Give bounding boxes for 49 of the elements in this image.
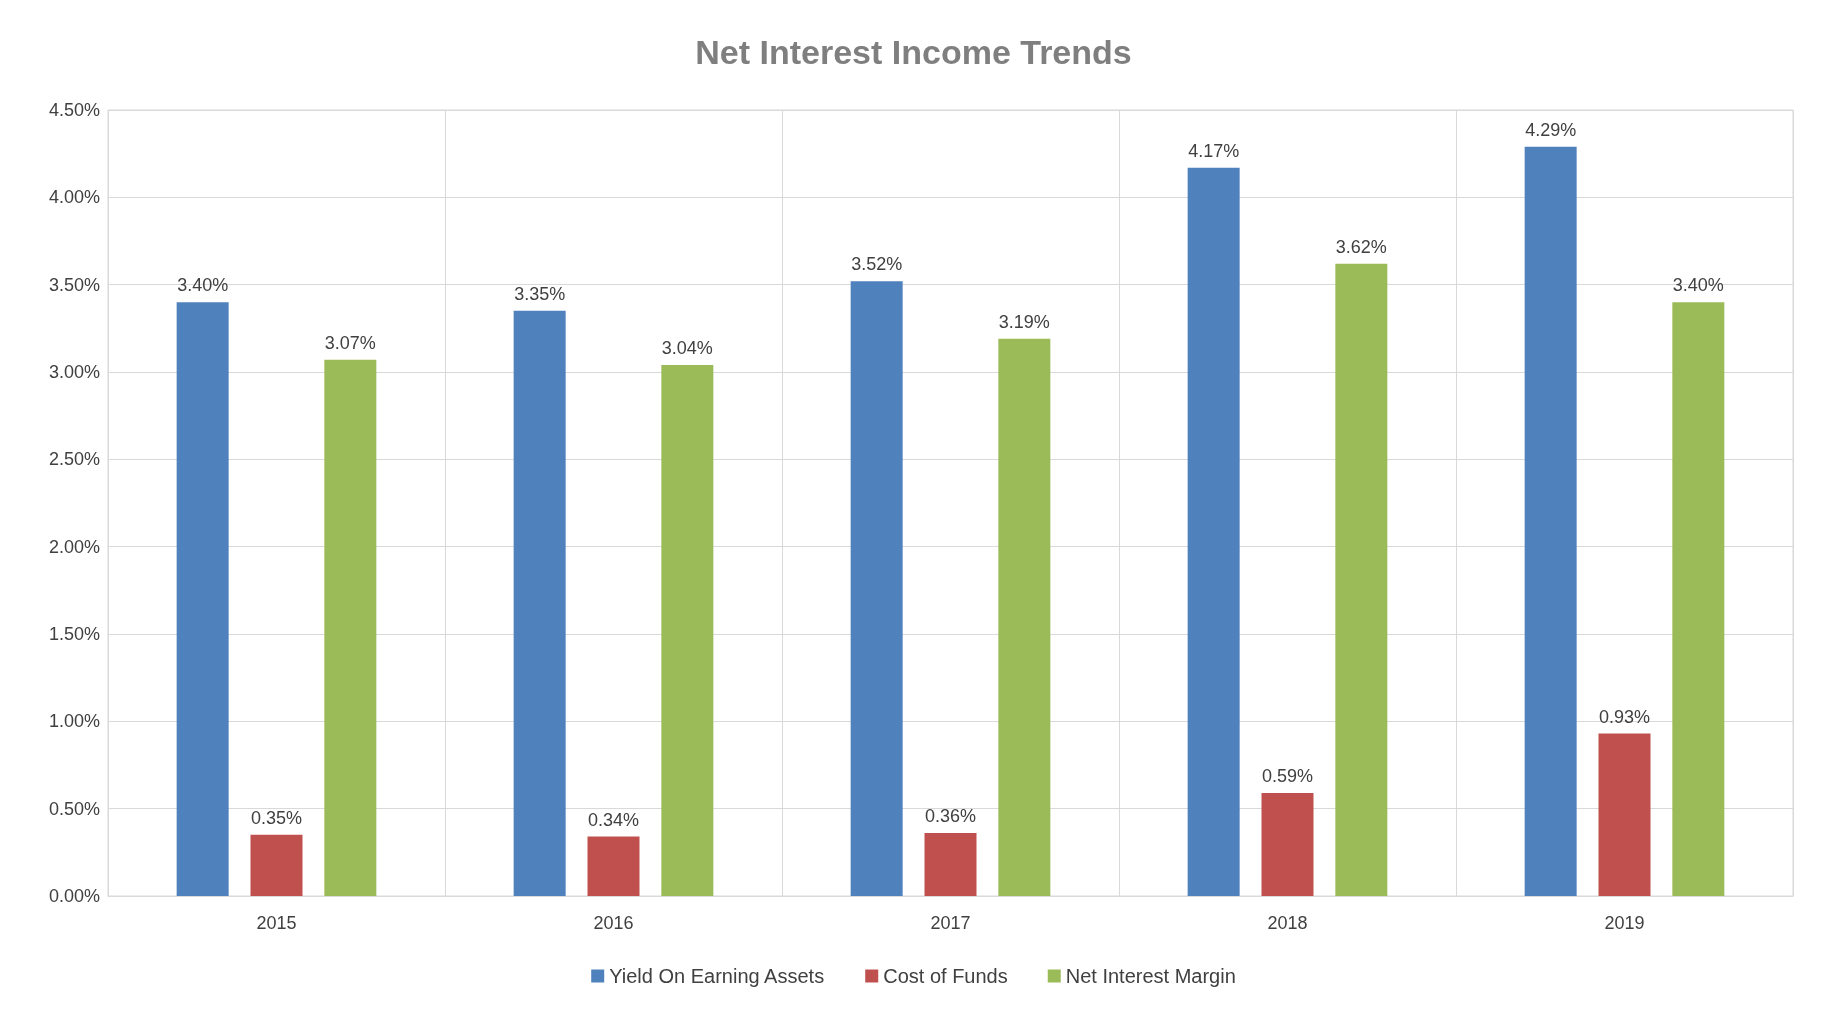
legend-label: Yield On Earning Assets <box>609 965 825 987</box>
x-tick-label: 2016 <box>593 913 634 933</box>
y-tick-label: 4.50% <box>48 100 100 120</box>
bar <box>1335 263 1388 896</box>
bar <box>850 281 903 896</box>
x-tick-label: 2018 <box>1267 913 1308 933</box>
bar <box>661 365 714 896</box>
data-label: 3.40% <box>177 275 229 296</box>
bar <box>176 302 229 896</box>
data-label: 3.04% <box>661 338 713 359</box>
x-tick-label: 2015 <box>256 913 297 933</box>
data-label: 0.59% <box>1261 765 1314 786</box>
data-label: 0.34% <box>587 809 640 830</box>
y-tick-label: 2.50% <box>48 449 100 470</box>
data-label: 3.35% <box>514 283 566 304</box>
y-tick-label: 1.00% <box>48 711 100 732</box>
data-label: 3.52% <box>851 254 903 275</box>
bar <box>998 338 1051 896</box>
x-tick-label: 2017 <box>930 913 971 933</box>
bar <box>250 834 303 896</box>
y-tick-label: 0.50% <box>48 798 100 819</box>
data-label: 0.36% <box>924 806 977 827</box>
bar <box>1261 792 1314 896</box>
bar <box>1524 146 1577 896</box>
data-label: 3.62% <box>1335 236 1387 257</box>
bar <box>513 310 566 896</box>
y-tick-label: 3.00% <box>48 362 100 382</box>
data-label: 0.93% <box>1598 706 1651 727</box>
bar <box>1187 167 1240 896</box>
y-tick-label: 2.00% <box>48 536 100 557</box>
data-label: 4.29% <box>1525 119 1577 140</box>
bar <box>1672 302 1725 896</box>
bar <box>924 833 977 896</box>
y-tick-label: 3.50% <box>48 274 100 295</box>
data-label: 0.35% <box>250 807 303 828</box>
chart-title: Net Interest Income Trends <box>695 33 1132 71</box>
y-tick-label: 4.00% <box>48 187 100 208</box>
y-tick-label: 1.50% <box>48 624 100 644</box>
data-label: 4.17% <box>1188 140 1240 161</box>
x-tick-label: 2019 <box>1604 913 1645 933</box>
data-label: 3.07% <box>324 332 376 353</box>
bar <box>587 836 640 896</box>
legend-label: Cost of Funds <box>883 965 1008 987</box>
bar <box>1598 733 1651 896</box>
y-tick-label: 0.00% <box>48 886 100 906</box>
legend-label: Net Interest Margin <box>1065 965 1236 987</box>
bar <box>324 359 377 896</box>
data-label: 3.40% <box>1672 275 1724 296</box>
data-label: 3.19% <box>998 311 1050 332</box>
